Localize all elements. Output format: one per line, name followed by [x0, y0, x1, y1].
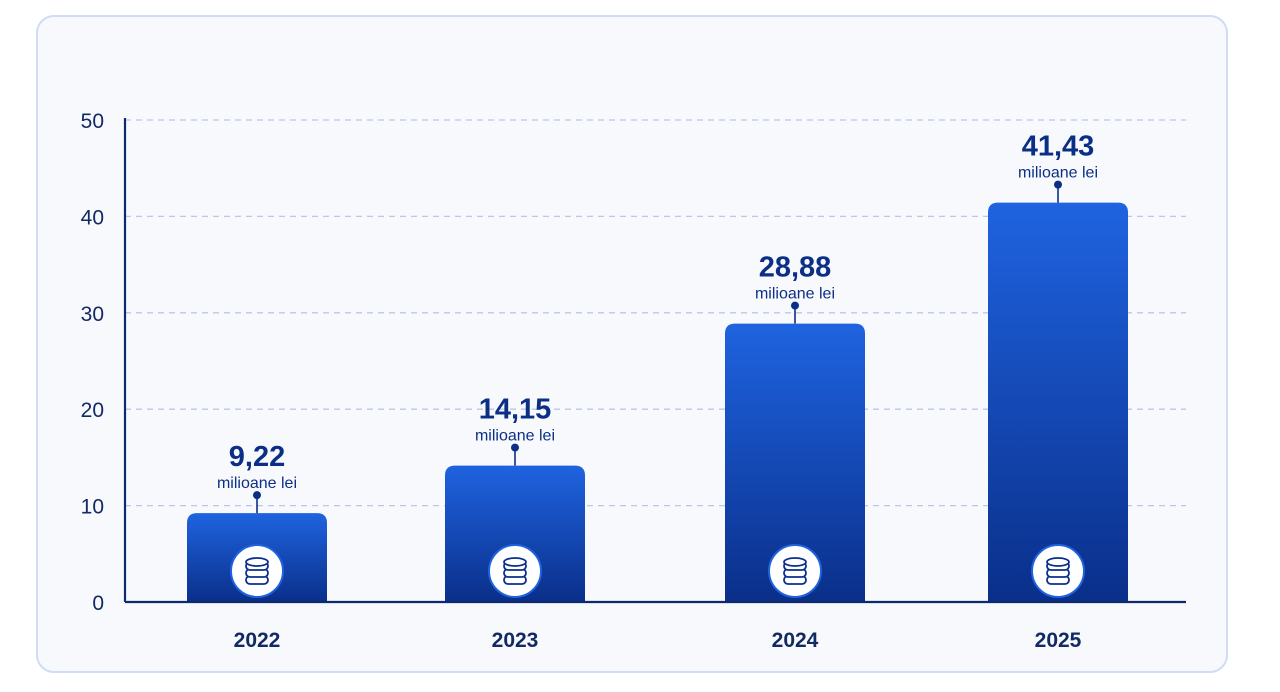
x-tick-label: 2022 — [234, 629, 281, 652]
value-pin-dot — [791, 301, 799, 310]
coin-stack-icon — [1031, 544, 1085, 598]
value-pin-dot — [253, 491, 261, 500]
bar-2025 — [988, 202, 1128, 602]
data-label-unit: milioane lei — [1018, 165, 1098, 182]
value-pin-dot — [511, 443, 519, 452]
coin-stack-icon — [488, 544, 542, 598]
data-label-value: 28,88 — [759, 252, 832, 284]
y-tick-label: 20 — [81, 399, 104, 422]
data-label-unit: milioane lei — [475, 428, 555, 445]
data-label-value: 9,22 — [229, 441, 285, 473]
bar-2024 — [725, 323, 865, 602]
y-tick-label: 30 — [81, 303, 104, 326]
x-tick-label: 2024 — [772, 629, 819, 652]
y-tick-label: 40 — [81, 206, 104, 229]
data-label-value: 41,43 — [1022, 131, 1095, 163]
data-label-value: 14,15 — [479, 394, 552, 426]
value-pin-dot — [1054, 180, 1062, 189]
bar-2023 — [445, 465, 585, 602]
y-tick-label: 10 — [81, 496, 104, 519]
y-tick-label: 0 — [92, 592, 104, 615]
x-tick-label: 2023 — [492, 629, 539, 652]
data-label-unit: milioane lei — [217, 475, 297, 492]
coin-stack-icon — [768, 544, 822, 598]
y-tick-label: 50 — [81, 110, 104, 133]
x-tick-label: 2025 — [1035, 629, 1082, 652]
coin-stack-icon — [230, 544, 284, 598]
data-label-unit: milioane lei — [755, 286, 835, 303]
